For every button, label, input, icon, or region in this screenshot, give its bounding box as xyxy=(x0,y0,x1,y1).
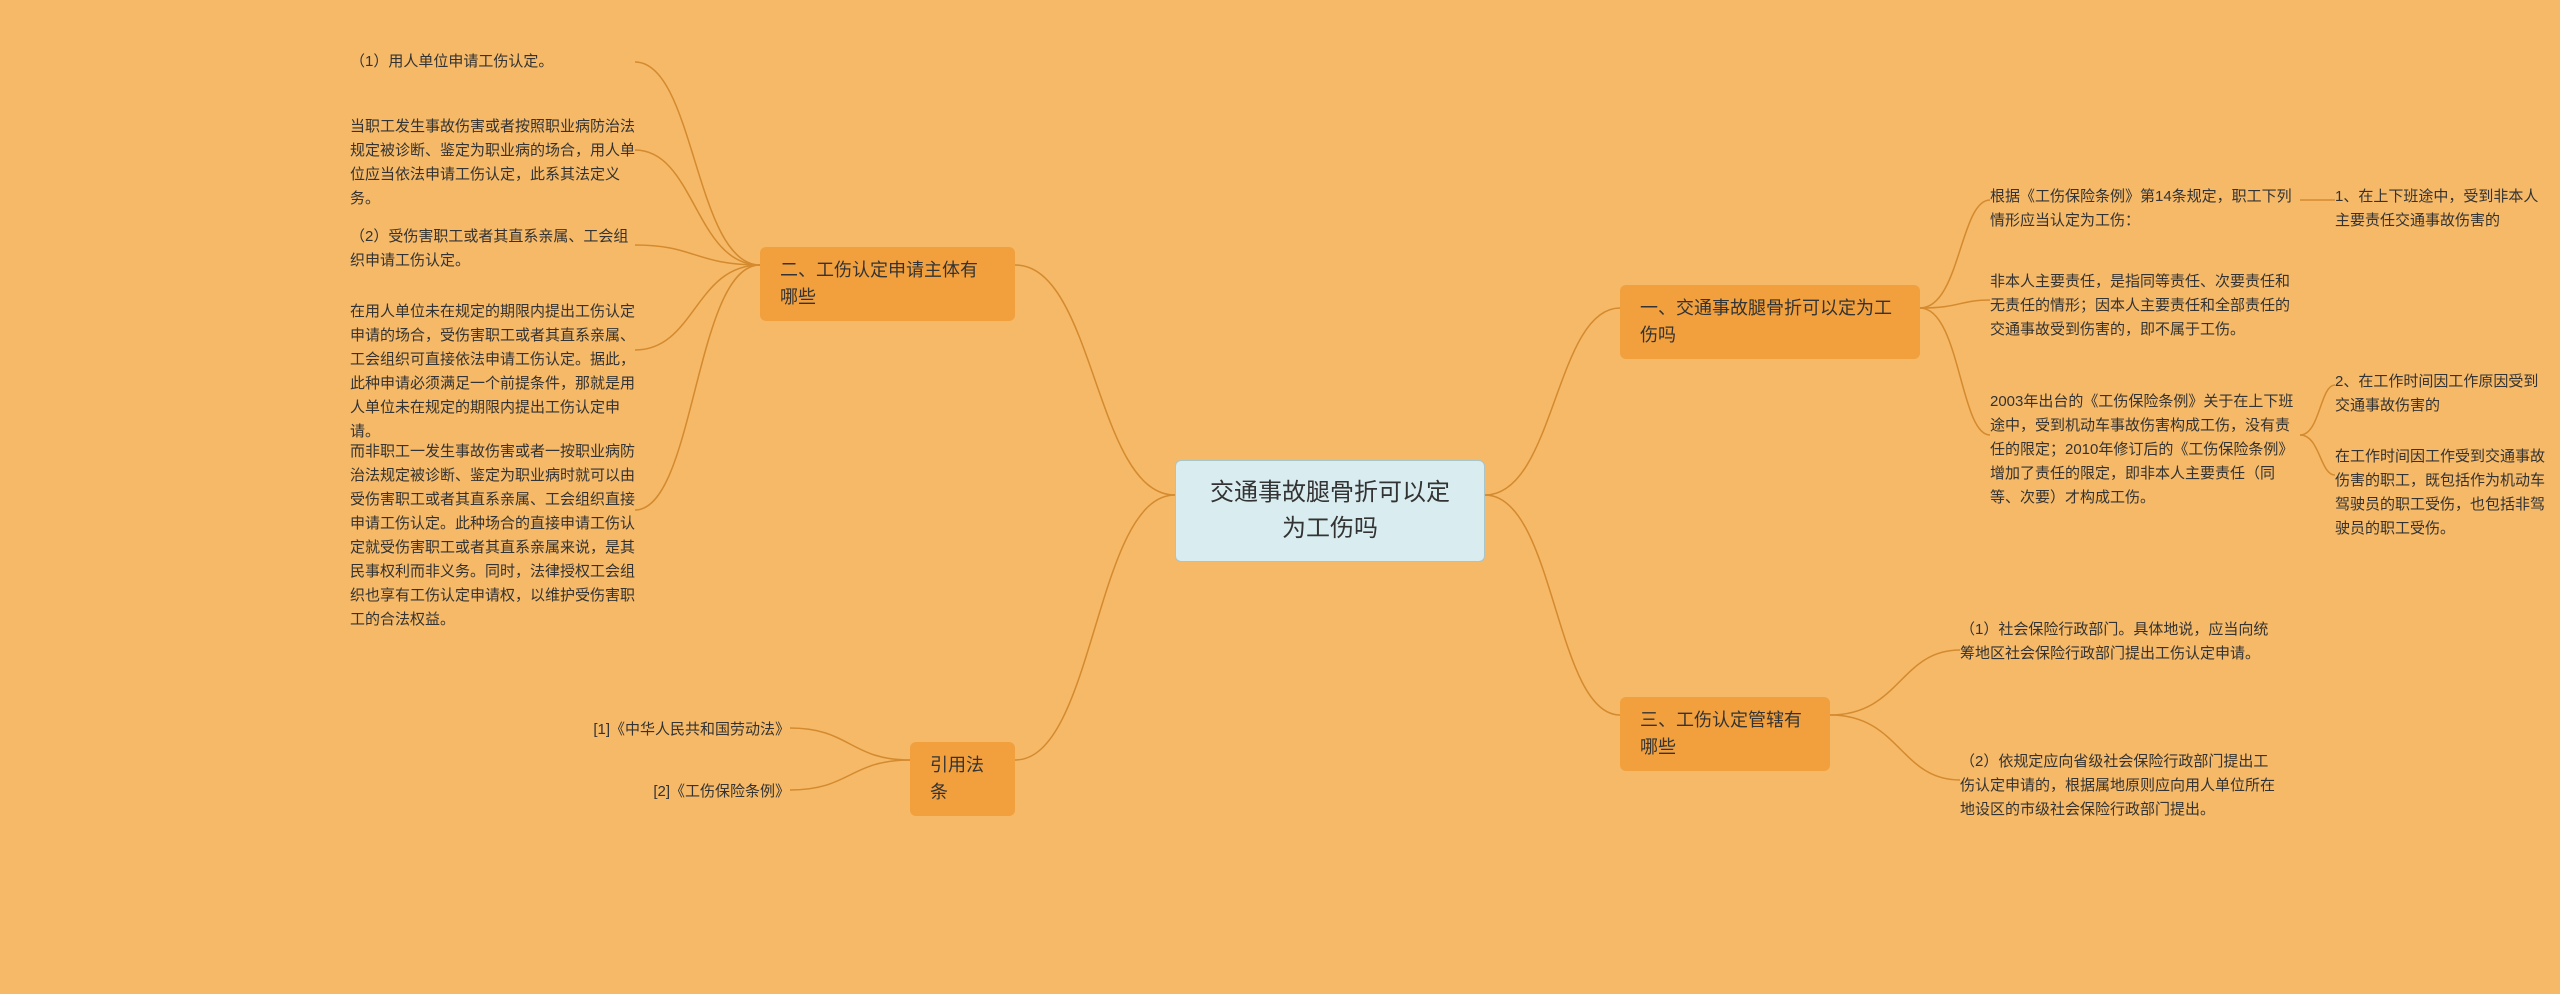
branch-section-1[interactable]: 一、交通事故腿骨折可以定为工伤吗 xyxy=(1620,285,1920,359)
branch-1-label: 一、交通事故腿骨折可以定为工伤吗 xyxy=(1640,298,1892,345)
branch-section-2[interactable]: 二、工伤认定申请主体有哪些 xyxy=(760,247,1015,321)
root-node[interactable]: 交通事故腿骨折可以定为工伤吗 xyxy=(1175,460,1485,562)
leaf-s1: （1）用人单位申请工伤认定。 xyxy=(350,50,635,74)
leaf-c2: [2]《工伤保险条例》 xyxy=(560,780,790,804)
branch-section-3[interactable]: 三、工伤认定管辖有哪些 xyxy=(1620,697,1830,771)
leaf-r1a: 1、在上下班途中，受到非本人主要责任交通事故伤害的 xyxy=(2335,185,2545,233)
leaf-j2: （2）依规定应向省级社会保险行政部门提出工伤认定申请的，根据属地原则应向用人单位… xyxy=(1960,750,2280,822)
leaf-r2: 非本人主要责任，是指同等责任、次要责任和无责任的情形；因本人主要责任和全部责任的… xyxy=(1990,270,2300,342)
branch-3-label: 三、工伤认定管辖有哪些 xyxy=(1640,710,1802,757)
leaf-s5: 而非职工一发生事故伤害或者一按职业病防治法规定被诊断、鉴定为职业病时就可以由受伤… xyxy=(350,440,635,632)
leaf-c1: [1]《中华人民共和国劳动法》 xyxy=(560,718,790,742)
branch-cite-label: 引用法条 xyxy=(930,755,984,802)
root-label: 交通事故腿骨折可以定为工伤吗 xyxy=(1210,479,1450,542)
leaf-s2: 当职工发生事故伤害或者按照职业病防治法规定被诊断、鉴定为职业病的场合，用人单位应… xyxy=(350,115,635,211)
leaf-r1: 根据《工伤保险条例》第14条规定，职工下列情形应当认定为工伤： xyxy=(1990,185,2300,233)
leaf-s3: （2）受伤害职工或者其直系亲属、工会组织申请工伤认定。 xyxy=(350,225,635,273)
leaf-r3a: 2、在工作时间因工作原因受到交通事故伤害的 xyxy=(2335,370,2545,418)
leaf-r3: 2003年出台的《工伤保险条例》关于在上下班途中，受到机动车事故伤害构成工伤，没… xyxy=(1990,390,2300,510)
leaf-r3b: 在工作时间因工作受到交通事故伤害的职工，既包括作为机动车驾驶员的职工受伤，也包括… xyxy=(2335,445,2545,541)
branch-2-label: 二、工伤认定申请主体有哪些 xyxy=(780,260,978,307)
leaf-s4: 在用人单位未在规定的期限内提出工伤认定申请的场合，受伤害职工或者其直系亲属、工会… xyxy=(350,300,635,444)
branch-citations[interactable]: 引用法条 xyxy=(910,742,1015,816)
leaf-j1: （1）社会保险行政部门。具体地说，应当向统筹地区社会保险行政部门提出工伤认定申请… xyxy=(1960,618,2280,666)
